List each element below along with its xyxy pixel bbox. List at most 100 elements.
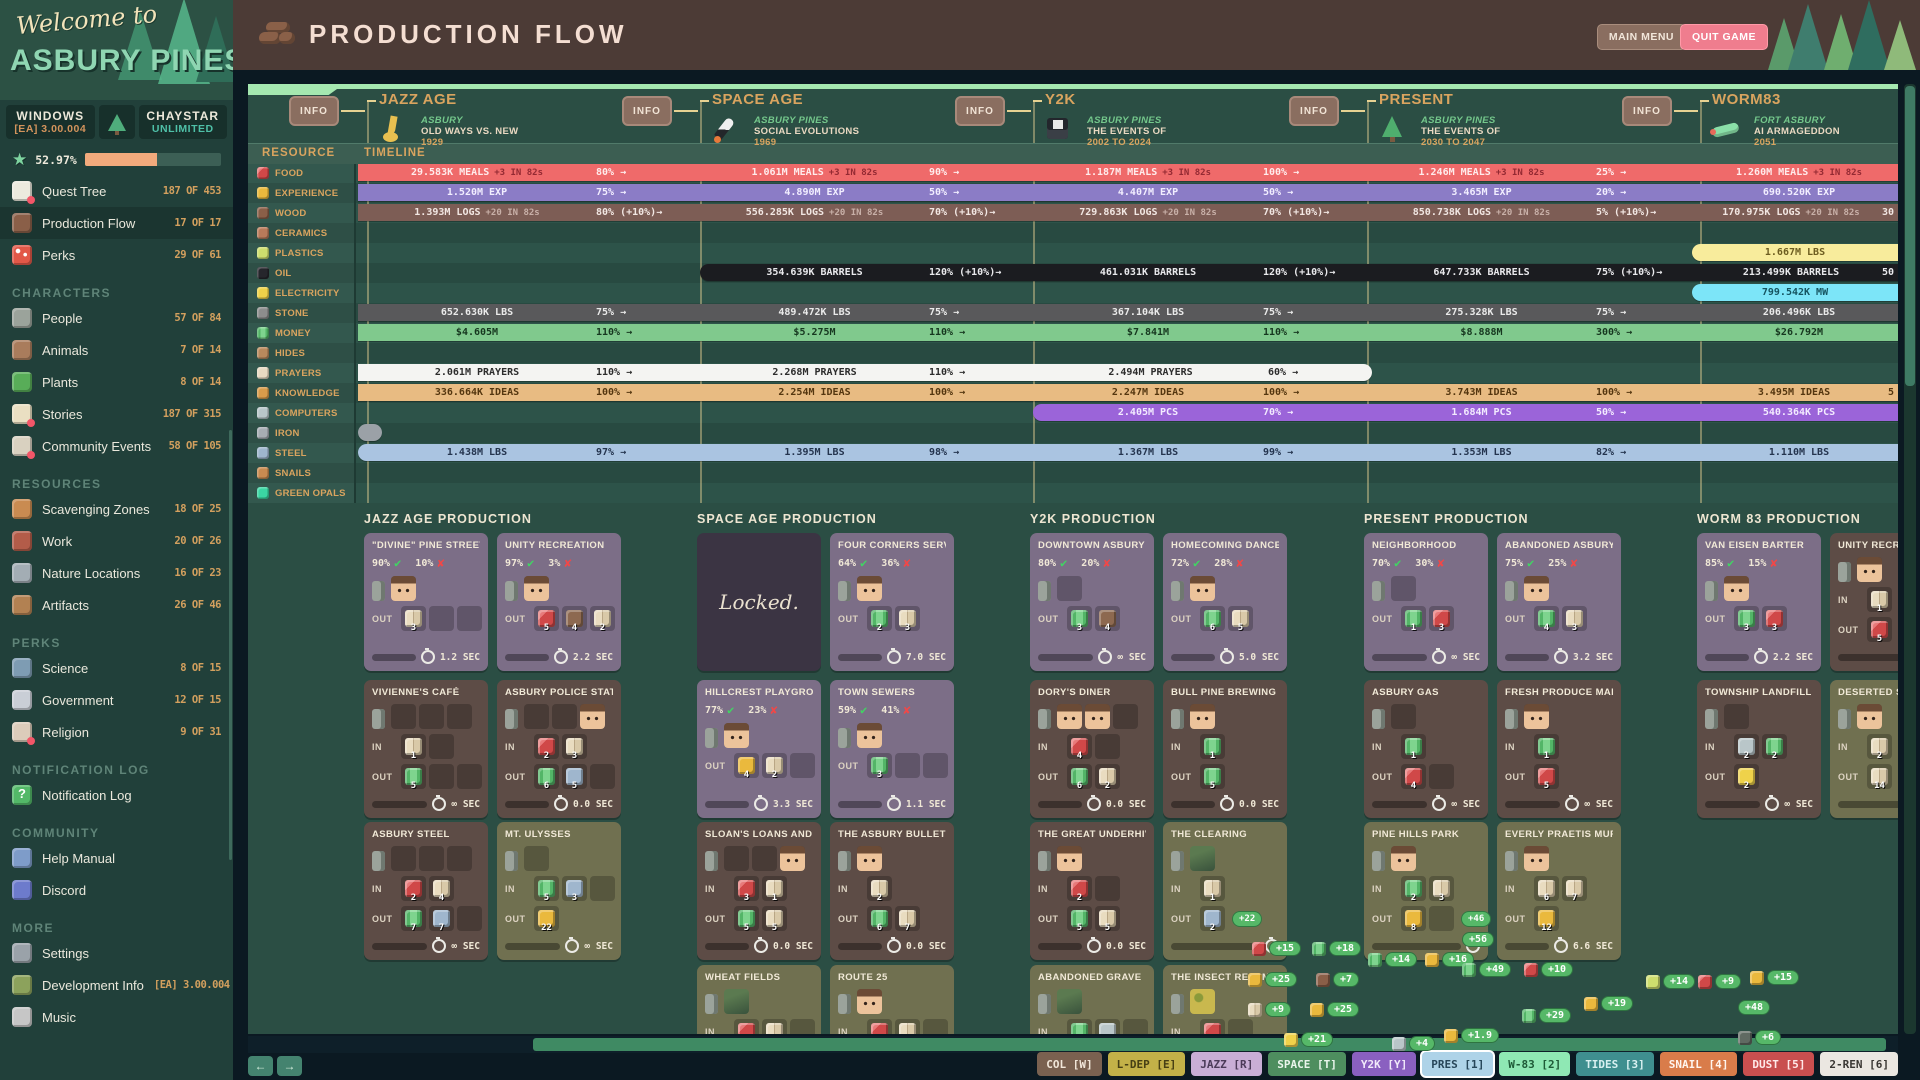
filter-button-jazz-r[interactable]: JAZZ [R] [1191, 1052, 1263, 1076]
info-button-present[interactable]: INFO [1289, 96, 1339, 126]
sidebar-item-nature-locations[interactable]: Nature Locations 16 OF 23 [0, 557, 233, 589]
production-card-abandoned-asbury[interactable]: ABANDONED ASBURY 75% ✔ 25% ✘ OUT 4 3 3.2 SEC [1497, 533, 1621, 671]
timeline-bar-food[interactable]: 29.583K MEALS +3 IN 82s 80% → 1.061M MEALS +… [358, 164, 1898, 181]
production-card-wheat-fields[interactable]: WHEAT FIELDS IN [697, 965, 821, 1034]
era-year: 1969 [754, 137, 777, 148]
filter-button-snail-4[interactable]: SNAIL [4] [1659, 1052, 1738, 1076]
timeline-bar-iron[interactable] [358, 424, 382, 441]
main-menu-button[interactable]: MAIN MENU [1596, 24, 1686, 50]
scroll-left-button[interactable]: ← [248, 1056, 273, 1076]
sidebar-item-settings[interactable]: Settings [0, 937, 233, 969]
sidebar-item-artifacts[interactable]: Artifacts 26 OF 46 [0, 589, 233, 621]
timeline-bar-money[interactable]: $4.605M 110% → $5.275M 110% → $7.841M 110% → $… [358, 324, 1898, 341]
production-card-asbury-steel[interactable]: ASBURY STEEL IN 2 4 OUT 7 7 ∞ SEC [364, 822, 488, 960]
timeline-bar-experience[interactable]: 1.520M EXP 75% → 4.890M EXP 50% → 4.407M EXP… [358, 184, 1898, 201]
portrait [580, 704, 605, 729]
filter-button-2-ren-6[interactable]: 2-REN [6] [1820, 1052, 1898, 1076]
recycle-icon [1646, 974, 1660, 989]
production-card-four-corners-service[interactable]: FOUR CORNERS SERVICE 64%✔ 36%✘ OUT 2 3 7.0 SEC [830, 533, 954, 671]
production-card-bull-pine-brewing[interactable]: BULL PINE BREWING IN 1 OUT 5 0.0 SEC [1163, 680, 1287, 818]
sidebar-scrollbar[interactable] [229, 430, 232, 860]
info-button-jazz-age[interactable]: INFO [289, 96, 339, 126]
sidebar-item-plants[interactable]: Plants 8 OF 14 [0, 366, 233, 398]
filter-button-space-t[interactable]: SPACE [T] [1268, 1052, 1346, 1076]
sidebar-item-work[interactable]: Work 20 OF 26 [0, 525, 233, 557]
production-card-homecoming-dance[interactable]: HOMECOMING DANCE 72% ✔ 28% ✘ OUT 6 5 5.0 SEC [1163, 533, 1287, 671]
sidebar-item-production-flow[interactable]: Production Flow 17 OF 17 [0, 207, 233, 239]
production-card-asbury-gas[interactable]: ASBURY GAS IN 1 OUT 4 ∞ SEC [1364, 680, 1488, 818]
production-card-divine-pine-street[interactable]: "DIVINE" PINE STREET 90% ✔ 10% ✘ OUT 3 1.2 SEC [364, 533, 488, 671]
sidebar-item-count: 187 OF 315 [162, 408, 222, 420]
production-card-the-insect-realm[interactable]: THE INSECT REALM IN [1163, 965, 1287, 1034]
filter-button-w-83-2[interactable]: W-83 [2] [1499, 1052, 1571, 1076]
production-card-mt-ulysses[interactable]: MT. ULYSSES IN 5 3 OUT 22 ∞ SEC [497, 822, 621, 960]
filter-button-l-dep-e[interactable]: L-DEP [E] [1107, 1052, 1186, 1076]
production-card-dory-s-diner[interactable]: DORY'S DINER IN 4 OUT 6 2 0.0 SEC [1030, 680, 1154, 818]
worker-slot-empty [524, 846, 549, 871]
slot-count: 2 [1104, 781, 1111, 791]
sidebar-item-animals[interactable]: Animals 7 OF 14 [0, 334, 233, 366]
sidebar-item-religion[interactable]: Religion 9 OF 31 [0, 716, 233, 748]
info-button-y2k[interactable]: INFO [955, 96, 1005, 126]
production-card-deserted-su[interactable]: DESERTED SU IN 2 OUT 14 [1830, 680, 1898, 818]
info-button-space-age[interactable]: INFO [622, 96, 672, 126]
production-card-the-great-underhive[interactable]: THE GREAT UNDERHIVE IN 2 OUT 5 5 0.0 SEC [1030, 822, 1154, 960]
horizontal-scrollbar-thumb[interactable] [533, 1038, 1886, 1051]
timeline-bar-steel[interactable]: 1.438M LBS 97% → 1.395M LBS 98% → 1.367M LBS… [358, 444, 1898, 461]
production-card-sloan-s-loans-and[interactable]: SLOAN'S LOANS AND IN 3 1 OUT 5 5 0.0 SEC [697, 822, 821, 960]
filter-button-pres-1[interactable]: PRES [1] [1422, 1052, 1494, 1076]
production-card-vivienne-s-caf[interactable]: VIVIENNE'S CAFÉ IN 1 OUT 5 ∞ SEC [364, 680, 488, 818]
production-card-neighborhood[interactable]: NEIGHBORHOOD 70% ✔ 30% ✘ OUT 1 3 ∞ SEC [1364, 533, 1488, 671]
filter-button-col-w[interactable]: COL [W] [1037, 1052, 1102, 1076]
sidebar-item-stories[interactable]: Stories 187 OF 315 [0, 398, 233, 430]
sidebar-item-notification-log[interactable]: Notification Log [0, 779, 233, 811]
location-image-tree [1190, 846, 1215, 871]
filter-button-y2k-y[interactable]: Y2K [Y] [1351, 1052, 1417, 1076]
quit-game-button[interactable]: QUIT GAME [1680, 24, 1768, 50]
filter-button-dust-5[interactable]: DUST [5] [1743, 1052, 1815, 1076]
sidebar-item-discord[interactable]: Discord [0, 874, 233, 906]
production-card-the-asbury-bulletin[interactable]: THE ASBURY BULLETIN IN 2 OUT 6 7 0.0 SEC [830, 822, 954, 960]
production-card-hillcrest-playground[interactable]: HILLCREST PLAYGROUND 77%✔ 23%✘ OUT 4 2 3.3 SEC [697, 680, 821, 818]
output-row: OUT 5 5 [705, 906, 813, 933]
sidebar-item-science[interactable]: Science 8 OF 15 [0, 652, 233, 684]
production-card-locked[interactable]: Locked. [697, 533, 821, 671]
production-card-township-landfill[interactable]: TOWNSHIP LANDFILL IN 2 2 OUT 2 ∞ SEC [1697, 680, 1821, 818]
sidebar-item-music[interactable]: Music [0, 1001, 233, 1033]
timeline-bar-computers[interactable]: 2.405M PCS 70% → 1.684M PCS 50% → 540.364K P… [1033, 404, 1898, 421]
scroll-right-button[interactable]: → [277, 1056, 302, 1076]
production-card-van-eisen-barter[interactable]: VAN EISEN BARTER 85% ✔ 15% ✘ OUT 3 3 2.2 SEC [1697, 533, 1821, 671]
slot-count: 2 [876, 893, 883, 903]
sidebar-item-help-manual[interactable]: Help Manual [0, 842, 233, 874]
sidebar-item-quest-tree[interactable]: Quest Tree 187 OF 453 [0, 175, 233, 207]
production-card-asbury-police-station[interactable]: ASBURY POLICE STATION IN 2 3 OUT 6 5 0.0 SEC [497, 680, 621, 818]
production-card-the-clearing[interactable]: THE CLEARING IN 1 OUT 2 +22 [1163, 822, 1287, 960]
vertical-scrollbar-thumb[interactable] [1905, 86, 1915, 386]
production-card-abandoned-grave[interactable]: ABANDONED GRAVE IN [1030, 965, 1154, 1034]
info-button-worm83[interactable]: INFO [1622, 96, 1672, 126]
timeline-bar-electricity[interactable]: 799.542K MW [1692, 284, 1898, 301]
timeline-bar-wood[interactable]: 1.393M LOGS +20 IN 82s 80% (+10%)→ 556.285K… [358, 204, 1898, 221]
card-timer: 6.6 SEC [1572, 940, 1613, 952]
timeline-bar-plastics[interactable]: 1.667M LBS [1692, 244, 1898, 261]
production-card-downtown-asbury[interactable]: DOWNTOWN ASBURY 80% ✔ 20% ✘ OUT 3 4 ∞ SEC [1030, 533, 1154, 671]
filter-button-tides-3[interactable]: TIDES [3] [1576, 1052, 1654, 1076]
production-card-town-sewers[interactable]: TOWN SEWERS 59% ✔ 41% ✘ OUT 3 1.1 SEC [830, 680, 954, 818]
sidebar-item-scavenging-zones[interactable]: Scavenging Zones 18 OF 25 [0, 493, 233, 525]
production-card-everly-praetis-murder[interactable]: EVERLY PRAETIS MURDER IN 6 7 OUT 12 6.6 SEC [1497, 822, 1621, 960]
sidebar-item-perks[interactable]: Perks 29 OF 61 [0, 239, 233, 271]
timeline-bar-oil[interactable]: 354.639K BARRELS 120% (+10%)→ 461.031K BAR… [700, 264, 1898, 281]
sidebar-item-government[interactable]: Government 12 OF 15 [0, 684, 233, 716]
production-card-unity-recreation[interactable]: UNITY RECREATION 97% ✔ 3% ✘ OUT 5 4 2 2.2 SEC [497, 533, 621, 671]
timeline-bar-knowledge[interactable]: 336.664K IDEAS 100% → 2.254M IDEAS 100% → 2.… [358, 384, 1898, 401]
production-card-unity-recr[interactable]: UNITY RECR IN 1 OUT 5 [1830, 533, 1898, 671]
timeline-bar-stone[interactable]: 652.630K LBS 75% → 489.472K LBS 75% → 367.10… [358, 304, 1898, 321]
sidebar-item-community-events[interactable]: Community Events 58 OF 105 [0, 430, 233, 462]
production-card-fresh-produce-market[interactable]: FRESH PRODUCE MARKET IN 1 OUT 5 ∞ SEC [1497, 680, 1621, 818]
notification-dot [27, 451, 35, 459]
sidebar-item-people[interactable]: People 57 OF 84 [0, 302, 233, 334]
production-card-pine-hills-park[interactable]: PINE HILLS PARK IN 2 3 OUT 8 +46 [1364, 822, 1492, 960]
production-card-route-25[interactable]: ROUTE 25 IN [830, 965, 954, 1034]
sidebar-item-development-info[interactable]: Development Info [EA] 3.00.004 [0, 969, 233, 1001]
timeline-bar-prayers[interactable]: 2.061M PRAYERS 110% → 2.268M PRAYERS 110% →… [358, 364, 1372, 381]
